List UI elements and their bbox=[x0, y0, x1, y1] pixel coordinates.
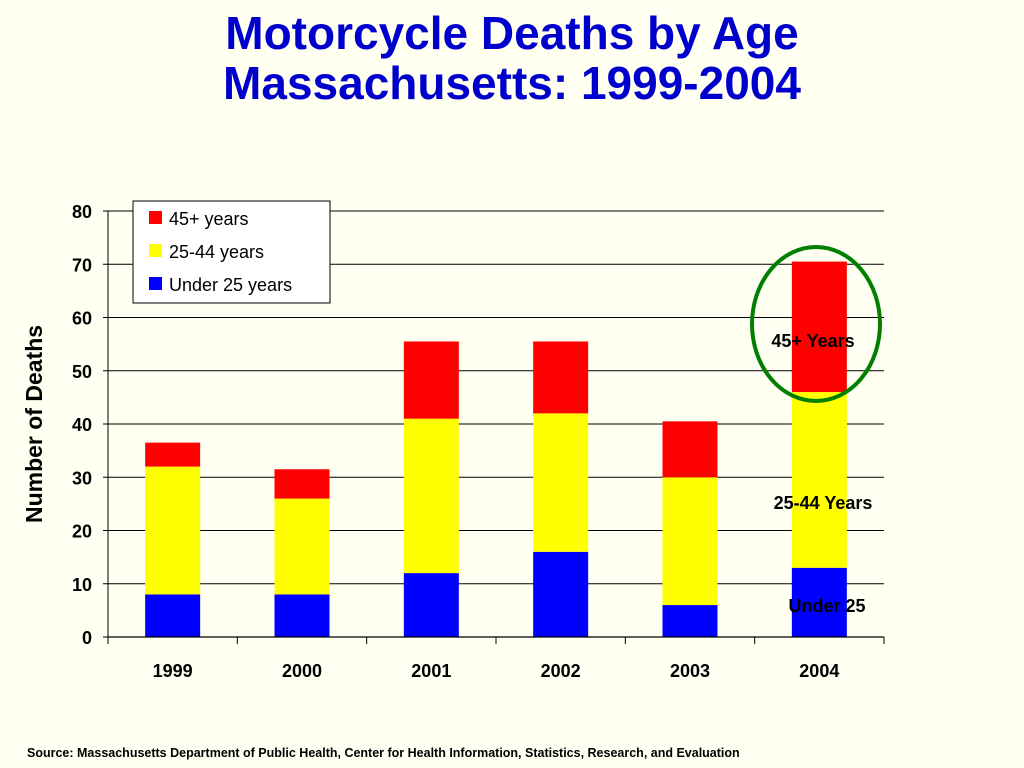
annotation-label: 25-44 Years bbox=[774, 493, 873, 513]
bar-under-25-2003 bbox=[662, 605, 718, 637]
legend-box bbox=[132, 200, 331, 304]
annotation-label: Under 25 bbox=[788, 596, 865, 616]
bar-under-25-1999 bbox=[145, 594, 201, 637]
legend-label: 25-44 years bbox=[169, 242, 264, 262]
bar-25-44-2004 bbox=[791, 392, 847, 568]
bar-45-plus-2000 bbox=[274, 469, 330, 499]
x-tick-label: 2004 bbox=[799, 661, 839, 681]
x-tick-labels: 1999 2000 2001 2002 2003 2004 bbox=[153, 661, 840, 681]
bar-25-44-2002 bbox=[533, 413, 589, 552]
x-tick-label: 2001 bbox=[411, 661, 451, 681]
x-tick-label: 1999 bbox=[153, 661, 193, 681]
y-tick-label: 0 bbox=[82, 628, 92, 648]
x-tick-label: 2003 bbox=[670, 661, 710, 681]
bar-under-25-2000 bbox=[274, 594, 330, 637]
y-axis-label: Number of Deaths bbox=[21, 325, 47, 523]
bar-25-44-2000 bbox=[274, 498, 330, 595]
grid-lines bbox=[103, 210, 884, 638]
y-tick-label: 50 bbox=[72, 362, 92, 382]
title-line-2: Massachusetts: 1999-2004 bbox=[223, 57, 801, 109]
bar-under-25-2002 bbox=[533, 551, 589, 637]
legend-label: Under 25 years bbox=[169, 275, 292, 295]
bars bbox=[145, 261, 847, 637]
y-tick-label: 10 bbox=[72, 575, 92, 595]
x-tick-label: 2000 bbox=[282, 661, 322, 681]
bar-under-25-2004 bbox=[791, 567, 847, 637]
y-tick-label: 30 bbox=[72, 468, 92, 488]
axes bbox=[107, 211, 885, 644]
bar-45-plus-2001 bbox=[403, 341, 459, 419]
legend-swatch bbox=[149, 277, 162, 290]
source-note: Source: Massachusetts Department of Publ… bbox=[27, 746, 740, 760]
y-tick-label: 20 bbox=[72, 522, 92, 542]
bar-25-44-1999 bbox=[145, 466, 201, 595]
bar-45-plus-2003 bbox=[662, 421, 718, 478]
chart-title: Motorcycle Deaths by Age Massachusetts: … bbox=[0, 8, 1024, 108]
legend: 45+ years 25-44 years Under 25 years bbox=[132, 200, 331, 304]
bar-45-plus-1999 bbox=[145, 442, 201, 467]
y-tick-label: 80 bbox=[72, 202, 92, 222]
y-tick-label: 40 bbox=[72, 415, 92, 435]
x-tick-label: 2002 bbox=[541, 661, 581, 681]
annotation-label: 45+ Years bbox=[771, 331, 854, 351]
bar-25-44-2001 bbox=[403, 418, 459, 574]
legend-swatch bbox=[149, 211, 162, 224]
legend-label: 45+ years bbox=[169, 209, 249, 229]
bar-45-plus-2002 bbox=[533, 341, 589, 414]
legend-swatch bbox=[149, 244, 162, 257]
y-tick-label: 70 bbox=[72, 255, 92, 275]
highlight-circle bbox=[750, 245, 882, 403]
bar-under-25-2001 bbox=[403, 573, 459, 637]
bar-45-plus-2004 bbox=[791, 261, 847, 393]
y-tick-labels: 0 10 20 30 40 50 60 70 80 bbox=[72, 202, 92, 648]
annotations: 45+ Years 25-44 Years Under 25 bbox=[750, 245, 882, 616]
y-tick-label: 60 bbox=[72, 309, 92, 329]
title-line-1: Motorcycle Deaths by Age bbox=[225, 7, 799, 59]
bar-25-44-2003 bbox=[662, 477, 718, 606]
